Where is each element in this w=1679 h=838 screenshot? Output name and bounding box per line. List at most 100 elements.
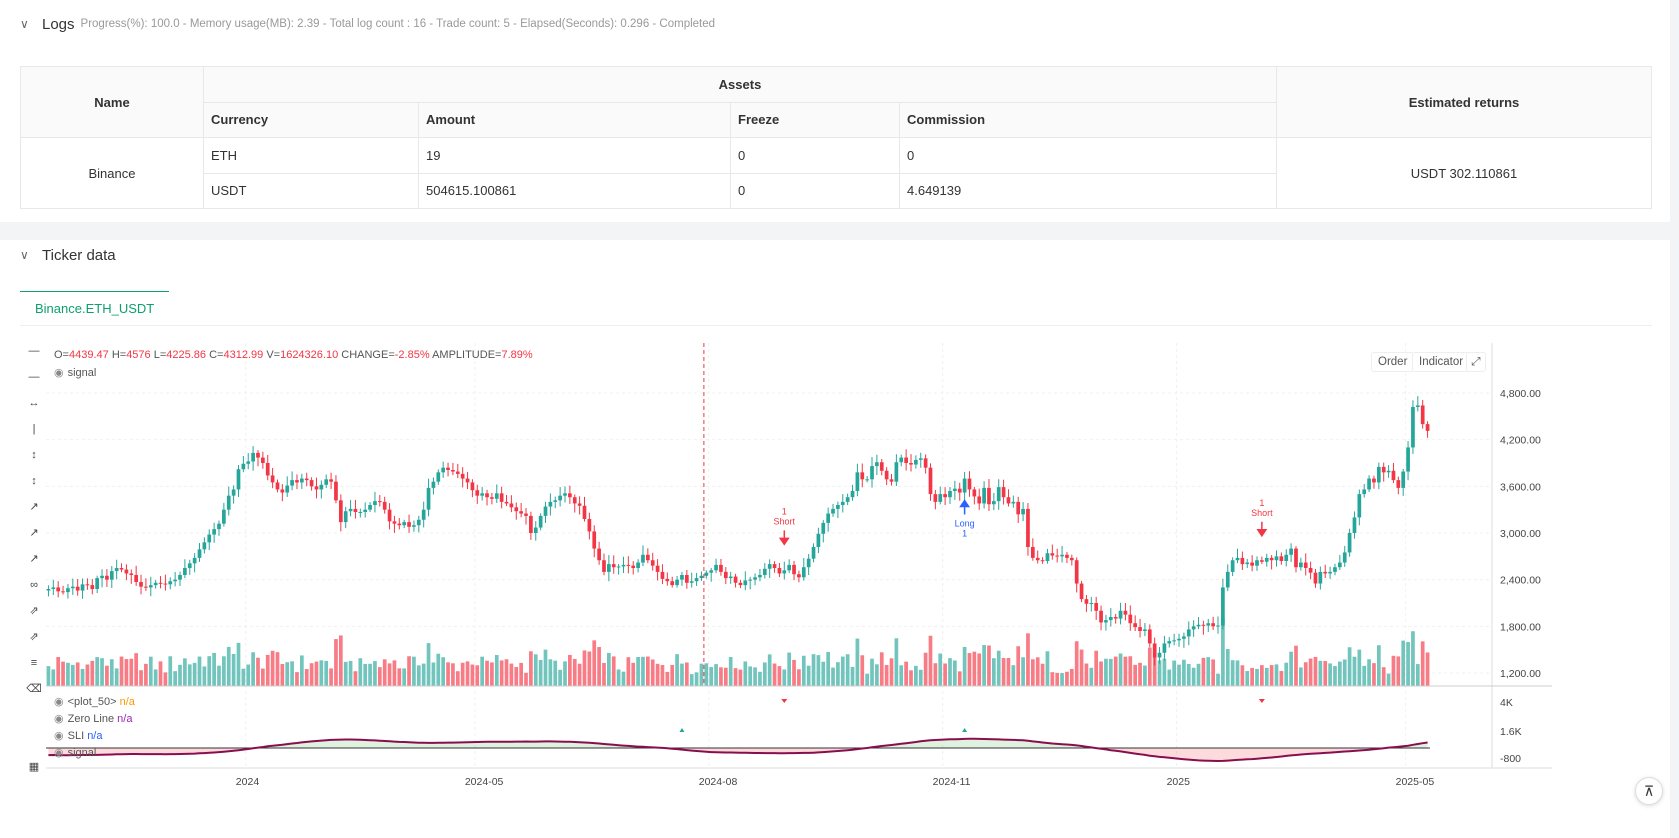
signal-legend[interactable]: ◉ signal <box>54 366 96 379</box>
volume-bar <box>723 667 728 686</box>
candle-body <box>153 582 158 586</box>
eye-icon[interactable]: ◉ <box>54 696 64 708</box>
volume-bar <box>645 656 650 686</box>
calendar-icon[interactable]: ▦ <box>28 761 40 773</box>
candle-body <box>1040 560 1045 562</box>
volume-bar <box>738 669 743 686</box>
volume-bar <box>1074 641 1079 686</box>
horizontal-ray-icon[interactable]: — <box>28 371 40 383</box>
volume-bar <box>1055 672 1060 686</box>
segment-line-icon[interactable]: ↗ <box>29 553 39 565</box>
pitchfork-icon[interactable]: ⇗ <box>29 631 39 643</box>
eye-icon[interactable]: ◉ <box>54 730 64 742</box>
zero-line-legend[interactable]: ◉ Zero Line n/a <box>54 712 132 725</box>
candle-body <box>85 584 90 586</box>
volume-bar <box>1118 653 1123 686</box>
signal-ind-legend[interactable]: ◉ signal <box>54 746 96 759</box>
candle-body <box>1303 562 1308 568</box>
eye-icon[interactable]: ◉ <box>54 367 64 379</box>
y-tick-label: 2,400.00 <box>1500 575 1541 587</box>
tab-eth-usdt[interactable]: Binance.ETH_USDT <box>20 291 170 325</box>
candle-body <box>1372 478 1376 483</box>
scroll-to-top-button[interactable]: ⊼ <box>1635 777 1663 805</box>
candle-body <box>670 581 675 586</box>
fib-retracement-icon[interactable]: ≡ <box>30 657 38 669</box>
volume-bar <box>504 659 509 686</box>
volume-bar <box>704 663 709 686</box>
candle-body <box>1001 487 1006 498</box>
chart-area[interactable]: — — ↔ | ↕ ↕ ↗ ↗ ↗ ∞ ⇗ ⇗ ≡ ⌫ ▦ 1 Short Long… <box>20 343 1652 838</box>
volume-bar <box>290 661 294 686</box>
candle-body <box>158 582 163 584</box>
vertical-segment-icon[interactable]: ↕ <box>31 475 37 487</box>
candle-body <box>1177 638 1181 641</box>
volume-bar <box>787 652 792 686</box>
indicator-button[interactable]: Indicator <box>1412 352 1471 372</box>
order-button[interactable]: Order <box>1371 352 1415 372</box>
candle-body <box>806 558 811 568</box>
candle-body <box>1411 407 1415 448</box>
candle-body <box>261 457 265 463</box>
horizontal-line-icon[interactable]: — <box>28 345 40 357</box>
fullscreen-icon[interactable]: ⤢ <box>1466 352 1486 372</box>
candle-body <box>899 457 904 463</box>
volume-bar <box>519 662 523 686</box>
volume-bar <box>334 639 338 686</box>
candle-body <box>840 501 845 505</box>
logs-header[interactable]: ∨ Logs Progress(%): 100.0 - Memory usage… <box>20 14 715 34</box>
chevron-down-icon[interactable]: ∨ <box>20 17 29 31</box>
volume-bar <box>538 660 543 686</box>
ray-line-icon[interactable]: ↗ <box>29 527 39 539</box>
candle-body <box>811 547 816 559</box>
candle-body <box>1216 625 1220 627</box>
candle-body <box>1118 610 1123 619</box>
volume-bar <box>709 667 714 686</box>
volume-bar <box>767 654 772 686</box>
assets-table: Name Assets Estimated returns Currency A… <box>20 66 1652 209</box>
vertical-ray-icon[interactable]: ↕ <box>31 449 37 461</box>
volume-bar <box>875 664 879 686</box>
candle-body <box>1045 553 1050 561</box>
volume-bar <box>597 647 601 686</box>
candle-body <box>295 480 299 483</box>
volume-bar <box>494 655 499 686</box>
volume-bar <box>1001 658 1006 686</box>
close-label: C= <box>209 349 224 361</box>
y-tick-label: 3,000.00 <box>1500 528 1541 540</box>
sli-legend[interactable]: ◉ SLI n/a <box>54 729 102 742</box>
candle-body <box>650 560 655 566</box>
eye-icon[interactable]: ◉ <box>54 747 64 759</box>
volume-bar <box>1376 645 1381 686</box>
volume-bar <box>1035 657 1040 686</box>
volume-bar <box>987 645 991 686</box>
candle-body <box>719 564 723 572</box>
price-label-icon[interactable]: ∞ <box>30 579 38 591</box>
candle-body <box>641 554 645 563</box>
ticker-header[interactable]: ∨ Ticker data <box>20 245 116 265</box>
vertical-line-icon[interactable]: | <box>32 423 36 435</box>
chevron-down-icon[interactable]: ∨ <box>20 248 29 262</box>
volume-bar <box>1372 663 1376 686</box>
volume-bar <box>1323 661 1328 686</box>
volume-bar <box>1333 666 1337 686</box>
candle-body <box>1347 533 1352 553</box>
volume-bar <box>636 656 640 686</box>
volume-bar <box>801 655 806 686</box>
extended-line-icon[interactable]: ↔ <box>28 397 40 409</box>
candle-body <box>577 503 582 506</box>
volume-bar <box>426 643 431 686</box>
candle-body <box>1255 560 1259 566</box>
volume-bar <box>358 658 363 686</box>
parallel-channel-icon[interactable]: ⇗ <box>29 605 39 617</box>
candle-body <box>290 480 294 486</box>
trade-label: Short <box>774 516 796 526</box>
volume-bar <box>1230 660 1235 686</box>
volume-bar <box>587 651 592 686</box>
trend-line-icon[interactable]: ↗ <box>29 501 39 513</box>
volume-bar <box>943 663 947 686</box>
volume-bar <box>860 655 865 686</box>
plot50-legend[interactable]: ◉ <plot_50> n/a <box>54 695 135 708</box>
y-tick-label: 1,200.00 <box>1500 668 1541 680</box>
trash-icon[interactable]: ⌫ <box>26 683 42 695</box>
eye-icon[interactable]: ◉ <box>54 713 64 725</box>
